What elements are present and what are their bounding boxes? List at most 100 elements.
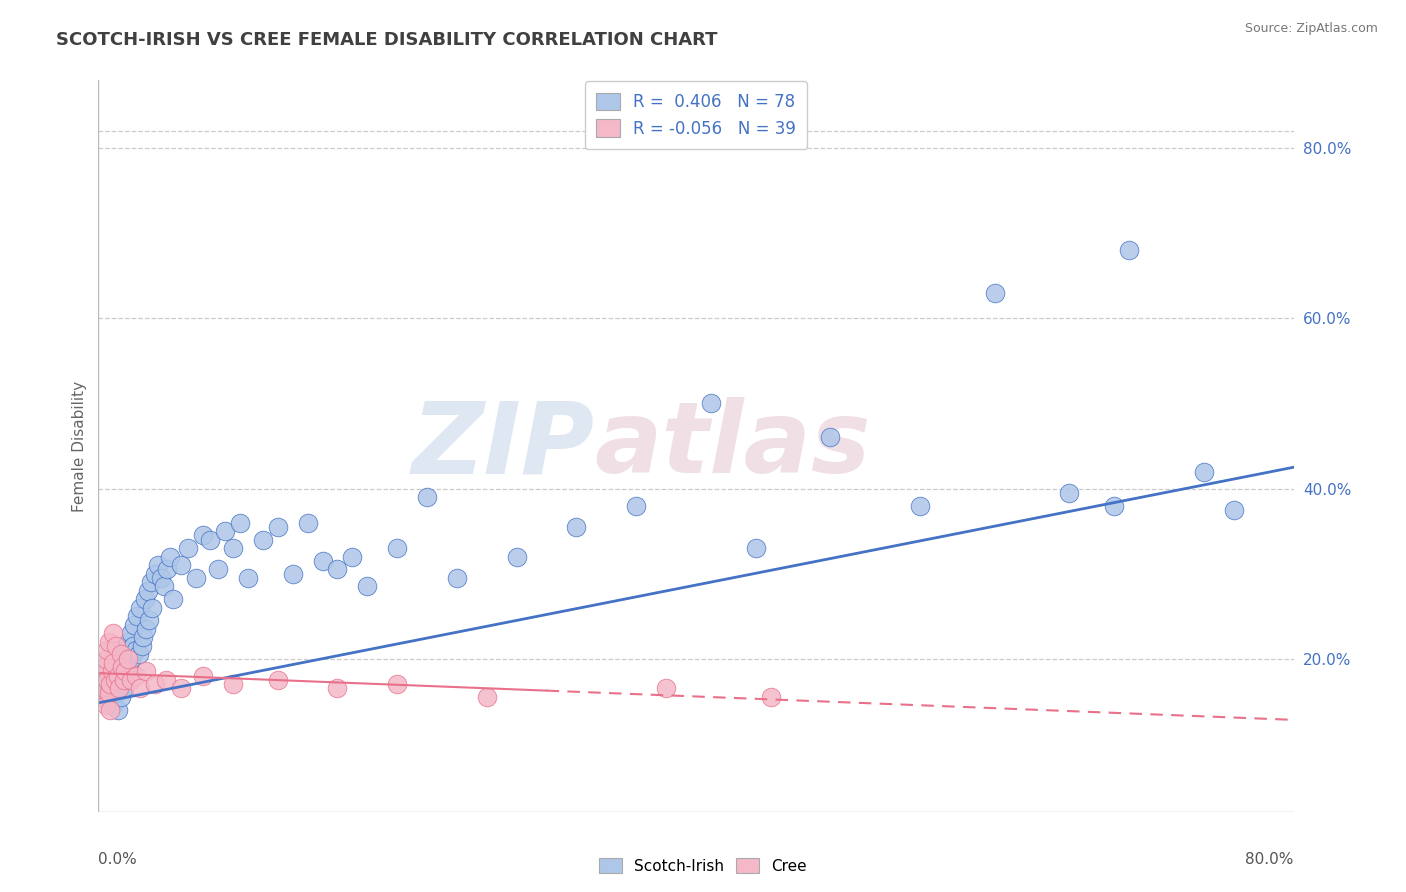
Point [222, 677, 245, 691]
Point [103, 626, 125, 640]
Point [745, 541, 768, 555]
Point [112, 673, 135, 687]
Legend: R =  0.406   N = 78, R = -0.056   N = 39: R = 0.406 N = 78, R = -0.056 N = 39 [585, 81, 807, 149]
Point [94, 677, 117, 691]
Point [169, 558, 191, 572]
Point [281, 566, 304, 581]
Point [297, 516, 319, 530]
Point [156, 562, 179, 576]
Point [129, 600, 152, 615]
Point [117, 651, 139, 665]
Point [136, 583, 159, 598]
Point [121, 639, 143, 653]
Point [139, 575, 162, 590]
Point [101, 681, 124, 696]
Point [132, 631, 155, 645]
Point [138, 613, 160, 627]
Y-axis label: Female Disability: Female Disability [72, 380, 87, 512]
Point [127, 609, 149, 624]
Point [222, 541, 245, 555]
Point [114, 673, 136, 687]
Point [385, 677, 409, 691]
Point [104, 673, 127, 687]
Point [103, 673, 125, 687]
Point [93, 660, 115, 674]
Point [115, 656, 138, 670]
Point [148, 558, 170, 572]
Point [111, 660, 134, 674]
Point [107, 668, 129, 682]
Point [97, 694, 120, 708]
Point [124, 617, 146, 632]
Point [110, 660, 132, 674]
Point [97, 686, 120, 700]
Point [626, 499, 648, 513]
Point [342, 549, 364, 564]
Point [107, 703, 129, 717]
Point [267, 673, 290, 687]
Point [90, 668, 112, 682]
Point [143, 677, 166, 691]
Text: 0.0%: 0.0% [98, 852, 138, 867]
Point [98, 690, 122, 704]
Point [131, 639, 153, 653]
Point [94, 698, 117, 713]
Point [98, 677, 122, 691]
Point [134, 592, 156, 607]
Point [114, 665, 136, 679]
Point [446, 571, 468, 585]
Point [700, 396, 723, 410]
Point [96, 673, 118, 687]
Point [229, 516, 252, 530]
Point [506, 549, 529, 564]
Point [107, 665, 129, 679]
Point [984, 285, 1007, 300]
Point [93, 681, 115, 696]
Point [128, 648, 150, 662]
Point [385, 541, 409, 555]
Point [108, 677, 131, 691]
Point [416, 490, 439, 504]
Point [214, 524, 236, 538]
Point [96, 643, 118, 657]
Point [125, 643, 148, 657]
Point [356, 579, 378, 593]
Point [103, 656, 125, 670]
Point [135, 622, 157, 636]
Point [169, 681, 191, 696]
Point [94, 651, 117, 665]
Point [96, 686, 118, 700]
Point [326, 681, 349, 696]
Point [105, 686, 128, 700]
Point [114, 643, 136, 657]
Point [155, 673, 177, 687]
Text: 80.0%: 80.0% [1246, 852, 1294, 867]
Point [267, 520, 290, 534]
Point [200, 533, 222, 547]
Point [129, 681, 152, 696]
Point [120, 651, 142, 665]
Point [1104, 499, 1126, 513]
Point [1059, 485, 1081, 500]
Point [311, 554, 333, 568]
Point [98, 703, 122, 717]
Point [110, 648, 132, 662]
Point [108, 681, 131, 696]
Point [159, 549, 181, 564]
Legend: Scotch-Irish, Cree: Scotch-Irish, Cree [593, 852, 813, 880]
Point [908, 499, 931, 513]
Point [1223, 503, 1246, 517]
Point [103, 698, 125, 713]
Point [184, 571, 207, 585]
Point [91, 690, 114, 704]
Point [110, 690, 132, 704]
Point [104, 668, 127, 682]
Point [118, 665, 141, 679]
Point [820, 430, 842, 444]
Point [125, 668, 148, 682]
Point [207, 562, 229, 576]
Point [111, 651, 134, 665]
Point [236, 571, 259, 585]
Point [143, 566, 166, 581]
Point [162, 592, 184, 607]
